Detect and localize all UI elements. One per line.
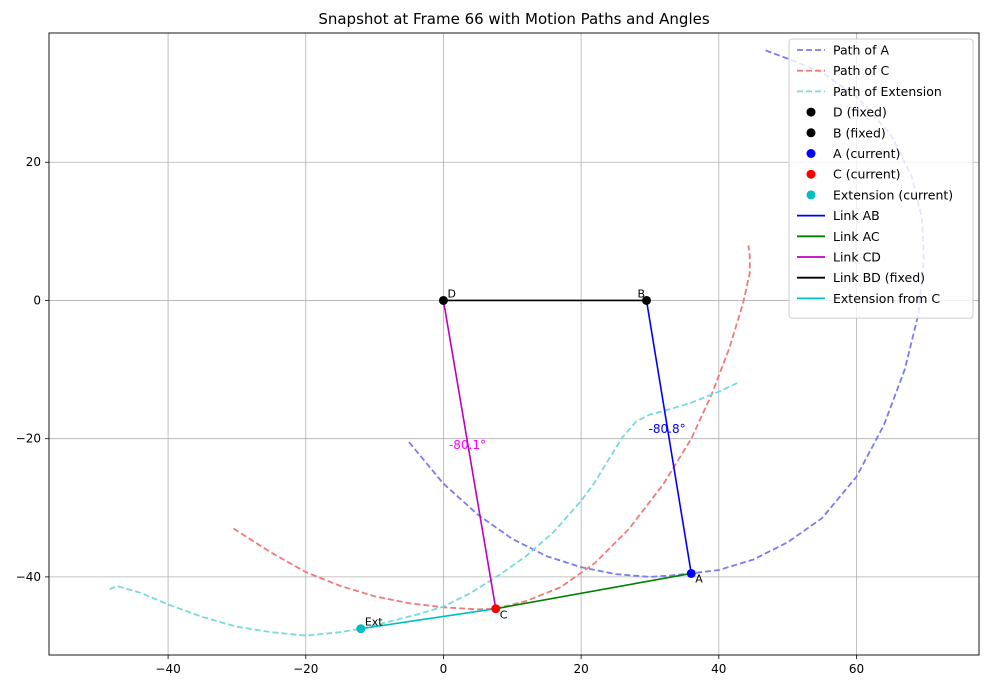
path-of-a-line xyxy=(408,48,925,578)
d-fixed-marker xyxy=(438,295,448,305)
x-tick-label: 20 xyxy=(573,662,588,676)
link-cd-line xyxy=(442,300,497,609)
legend-label-path-of-a: Path of A xyxy=(833,43,889,58)
path-of-extension-line xyxy=(109,381,740,637)
link-ac-line xyxy=(495,572,692,610)
legend-label-a-current: A (current) xyxy=(833,146,900,161)
axis-ticks: −40 −20 0 20 40 60 −40 −20 0 20 xyxy=(16,155,864,676)
point-label-b: B xyxy=(638,287,646,300)
x-tick-label: −20 xyxy=(293,662,318,676)
point-label-c: C xyxy=(500,609,508,622)
legend-label-link-ab: Link AB xyxy=(833,208,880,223)
extension-current-marker xyxy=(356,624,366,634)
legend-label-link-bd-fixed: Link BD (fixed) xyxy=(833,270,925,285)
legend-marker-c-current xyxy=(806,169,816,179)
y-tick-label: 20 xyxy=(26,155,41,169)
x-tick-label: −40 xyxy=(155,662,180,676)
a-current-marker xyxy=(686,568,696,578)
chart-title: Snapshot at Frame 66 with Motion Paths a… xyxy=(318,10,710,28)
legend-label-c-current: C (current) xyxy=(833,167,901,182)
motion-paths xyxy=(109,48,925,637)
x-tick-label: 60 xyxy=(849,662,864,676)
y-tick-label: −40 xyxy=(16,570,41,584)
b-fixed-marker xyxy=(642,295,652,305)
point-label-ext: Ext xyxy=(365,616,383,629)
legend-label-path-of-c: Path of C xyxy=(833,63,889,78)
legend-label-b-fixed: B (fixed) xyxy=(833,125,886,140)
legend-label-d-fixed: D (fixed) xyxy=(833,105,887,120)
legend-label-link-ac: Link AC xyxy=(833,229,880,244)
legend-box xyxy=(788,38,974,319)
angle-label: -80.8° xyxy=(649,422,686,436)
extension-from-c-line xyxy=(360,607,496,630)
legend-label-path-of-extension: Path of Extension xyxy=(833,84,942,99)
link-ab-line xyxy=(645,300,693,574)
c-current-marker xyxy=(491,604,501,614)
legend-marker-b-fixed xyxy=(806,128,816,138)
x-tick-label: 0 xyxy=(440,662,448,676)
points: D B A C Ext xyxy=(356,287,703,634)
angle-annotations: -80.1° -80.8° xyxy=(449,422,686,452)
legend: Path of A Path of C Path of Extension D (fi… xyxy=(788,38,974,319)
links xyxy=(360,299,693,630)
angle-label: -80.1° xyxy=(449,438,486,452)
legend-label-extension-from-c: Extension from C xyxy=(833,291,940,306)
x-tick-label: 40 xyxy=(711,662,726,676)
point-label-d: D xyxy=(447,287,455,300)
legend-marker-d-fixed xyxy=(806,107,816,117)
legend-label-extension-current: Extension (current) xyxy=(833,187,953,202)
y-tick-label: 0 xyxy=(33,293,41,307)
path-of-c-line xyxy=(233,245,751,611)
legend-label-link-cd: Link CD xyxy=(833,250,881,265)
y-tick-label: −20 xyxy=(16,432,41,446)
legend-marker-a-current xyxy=(806,149,816,158)
point-label-a: A xyxy=(695,572,703,585)
plot-frame xyxy=(48,32,980,656)
legend-marker-extension-current xyxy=(806,190,816,200)
